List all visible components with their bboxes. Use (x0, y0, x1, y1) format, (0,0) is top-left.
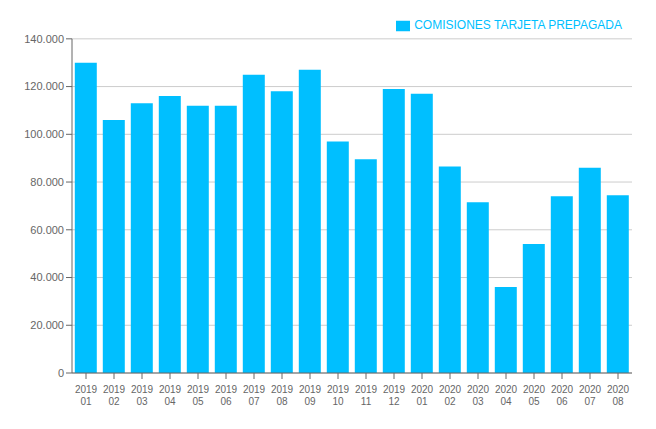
svg-text:60.000: 60.000 (30, 224, 64, 236)
svg-text:202003: 202003 (467, 384, 490, 407)
svg-text:201910: 201910 (327, 384, 350, 407)
svg-text:201902: 201902 (103, 384, 126, 407)
svg-text:80.000: 80.000 (30, 176, 64, 188)
svg-text:201912: 201912 (383, 384, 406, 407)
svg-text:202002: 202002 (439, 384, 462, 407)
svg-text:201908: 201908 (271, 384, 294, 407)
svg-text:201904: 201904 (159, 384, 182, 407)
svg-text:202001: 202001 (411, 384, 434, 407)
svg-text:201906: 201906 (215, 384, 238, 407)
svg-text:0: 0 (58, 367, 64, 379)
svg-text:202007: 202007 (579, 384, 602, 407)
html-text:COMISIONES TARJETA PREPAGADA: COMISIONES TARJETA PREPAGADA (414, 18, 622, 32)
svg-text:201907: 201907 (243, 384, 266, 407)
svg-text:201909: 201909 (299, 384, 322, 407)
svg-text:100.000: 100.000 (24, 128, 64, 140)
svg-text:40.000: 40.000 (30, 271, 64, 283)
svg-text:201905: 201905 (187, 384, 210, 407)
svg-text:202006: 202006 (551, 384, 574, 407)
svg-text:20.000: 20.000 (30, 319, 64, 331)
svg-text:202004: 202004 (495, 384, 518, 407)
svg-text:201903: 201903 (131, 384, 154, 407)
svg-text:120.000: 120.000 (24, 80, 64, 92)
svg-text:201901: 201901 (75, 384, 98, 407)
svg-text:202008: 202008 (607, 384, 630, 407)
svg-text:140.000: 140.000 (24, 33, 64, 45)
svg-text:201911: 201911 (355, 384, 378, 407)
svg-text:202005: 202005 (523, 384, 546, 407)
